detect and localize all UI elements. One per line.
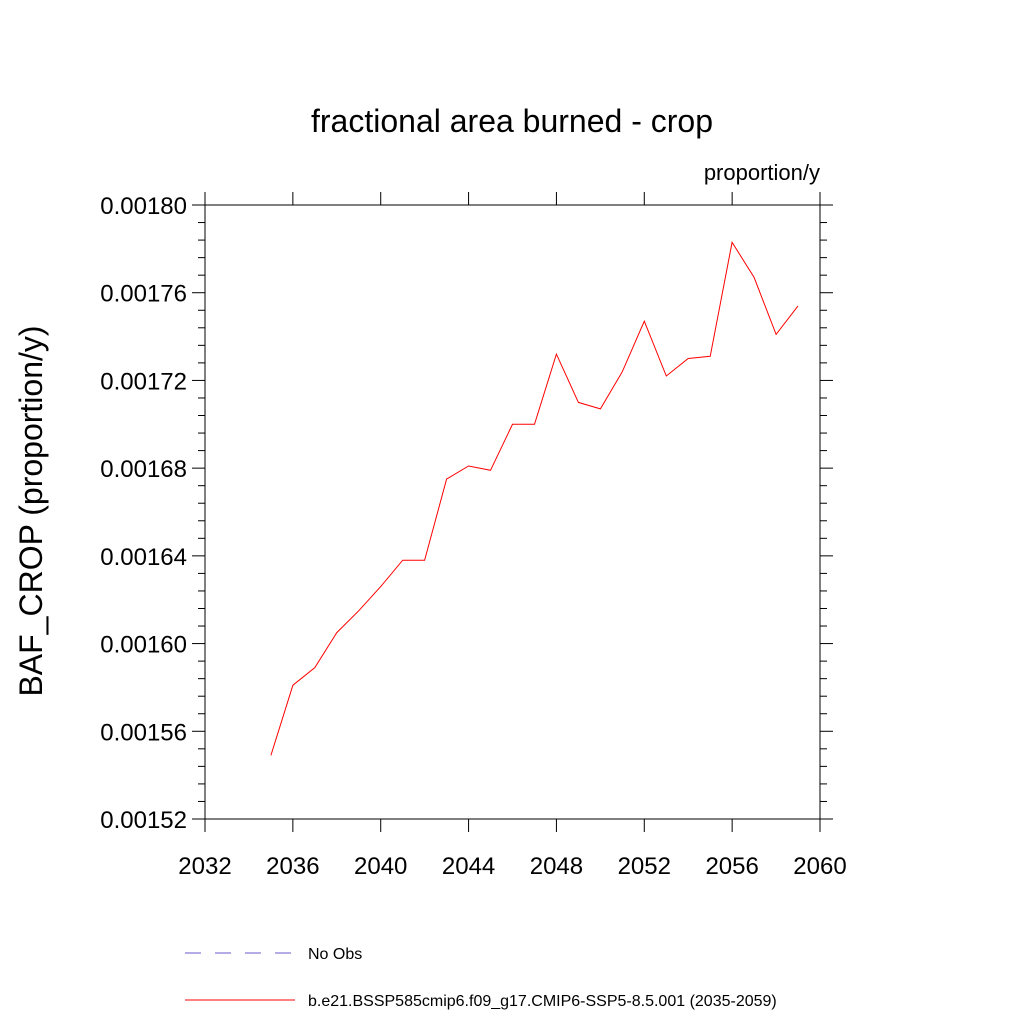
x-tick-labels: 2032 2036 2040 2044 2048 2052 2056 2060 xyxy=(178,853,846,880)
x-tick-label: 2036 xyxy=(266,853,319,880)
axis-ticks xyxy=(192,192,833,832)
series-line xyxy=(270,240,799,756)
y-tick-label: 0.00172 xyxy=(100,368,187,395)
legend-label: b.e21.BSSP585cmip6.f09_g17.CMIP6-SSP5-8.… xyxy=(308,993,777,1010)
x-tick-label: 2040 xyxy=(354,853,407,880)
y-tick-label: 0.00160 xyxy=(100,632,187,659)
y-tick-label: 0.00156 xyxy=(100,719,187,746)
y-tick-label: 0.00168 xyxy=(100,456,187,483)
y-tick-label: 0.00152 xyxy=(100,807,187,834)
units-label: proportion/y xyxy=(704,160,820,185)
x-tick-label: 2052 xyxy=(618,853,671,880)
x-tick-label: 2048 xyxy=(530,853,583,880)
legend-label: No Obs xyxy=(308,946,362,963)
plot-frame xyxy=(204,204,821,820)
data-series xyxy=(270,240,799,756)
y-tick-label: 0.00176 xyxy=(100,281,187,308)
y-axis-label: BAF_CROP (proportion/y) xyxy=(13,325,49,696)
x-tick-label: 2044 xyxy=(442,853,495,880)
x-tick-label: 2056 xyxy=(705,853,758,880)
x-tick-label: 2060 xyxy=(793,853,846,880)
legend: No Obs b.e21.BSSP585cmip6.f09_g17.CMIP6-S… xyxy=(185,946,777,1010)
y-tick-labels: 0.00152 0.00156 0.00160 0.00164 0.00168 0.001… xyxy=(100,193,187,834)
y-tick-label: 0.00164 xyxy=(100,544,187,571)
y-tick-label: 0.00180 xyxy=(100,193,187,220)
chart-title: fractional area burned - crop xyxy=(311,103,713,139)
x-tick-label: 2032 xyxy=(178,853,231,880)
